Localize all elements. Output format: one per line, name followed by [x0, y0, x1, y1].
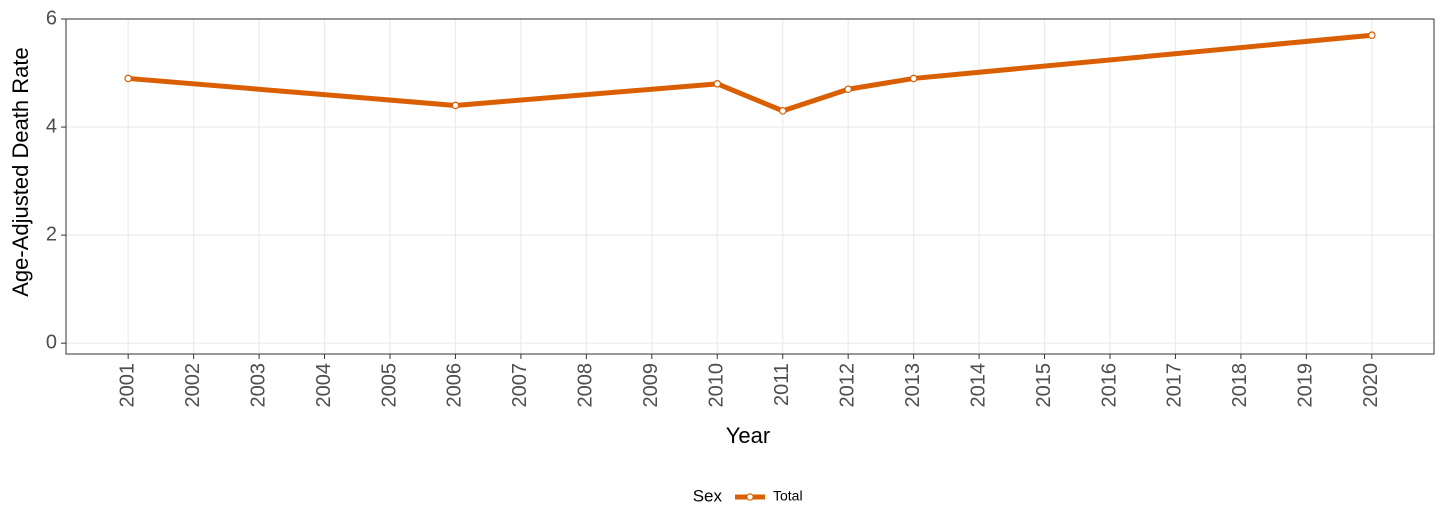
point [451, 101, 460, 110]
y-tick-label: 4 [46, 115, 57, 137]
point [909, 74, 918, 83]
x-tick-label: 2001 [116, 363, 138, 408]
point [1368, 31, 1376, 40]
x-tick-label: 2011 [771, 363, 793, 406]
x-tick-label: 2003 [247, 363, 269, 408]
point [124, 74, 132, 83]
point [844, 85, 852, 94]
x-tick-label: 2012 [836, 363, 858, 408]
x-tick-label: 2009 [640, 363, 662, 408]
x-tick-label: 2004 [313, 363, 335, 408]
x-tick-label: 2015 [1033, 363, 1055, 408]
x-tick-label: 2019 [1295, 363, 1317, 408]
point [778, 107, 787, 115]
y-tick-label: 0 [46, 331, 57, 353]
x-tick-label: 2005 [378, 363, 400, 408]
legend-label: Total [773, 488, 803, 504]
x-tick-label: 2017 [1164, 363, 1186, 408]
panel-border [65, 18, 1435, 355]
legend-swatch-point [746, 493, 754, 501]
legend-title: Sex [693, 486, 723, 505]
point [713, 80, 722, 88]
x-tick-label: 2007 [509, 363, 531, 408]
x-axis-label: Year [726, 423, 770, 448]
line [127, 32, 1373, 114]
x-tick-label: 2014 [967, 363, 989, 408]
x-tick-label: 2002 [182, 363, 204, 408]
x-tick-label: 2008 [575, 363, 597, 408]
x-tick-label: 2006 [444, 363, 466, 408]
x-tick-label: 2010 [706, 363, 728, 408]
x-tick-label: 2018 [1229, 363, 1251, 408]
y-tick-label: 2 [46, 223, 57, 245]
y-tick-label: 6 [46, 7, 57, 29]
x-tick-label: 2016 [1098, 363, 1120, 408]
y-axis-label: Age-Adjusted Death Rate [8, 47, 33, 297]
x-tick-label: 2013 [902, 363, 924, 408]
x-tick-label: 2020 [1360, 363, 1382, 408]
